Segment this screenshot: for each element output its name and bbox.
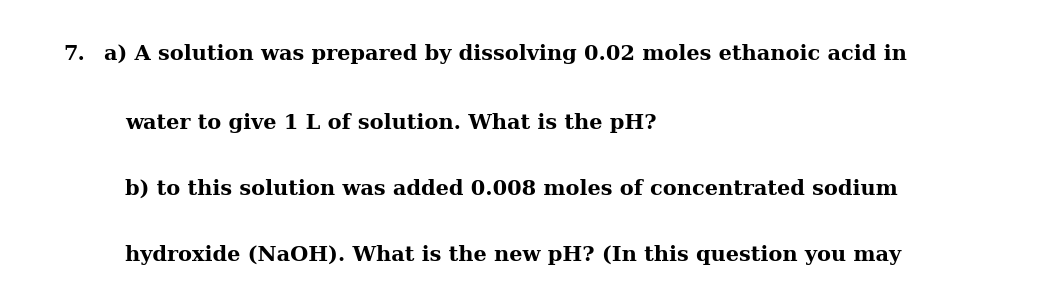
Text: hydroxide (NaOH). What is the new pH? (In this question you may: hydroxide (NaOH). What is the new pH? (I… <box>125 245 901 265</box>
Text: 7.: 7. <box>63 44 86 64</box>
Text: b) to this solution was added 0.008 moles of concentrated sodium: b) to this solution was added 0.008 mole… <box>125 179 897 199</box>
Text: water to give 1 L of solution. What is the pH?: water to give 1 L of solution. What is t… <box>125 113 656 133</box>
Text: a) A solution was prepared by dissolving 0.02 moles ethanoic acid in: a) A solution was prepared by dissolving… <box>104 44 907 64</box>
